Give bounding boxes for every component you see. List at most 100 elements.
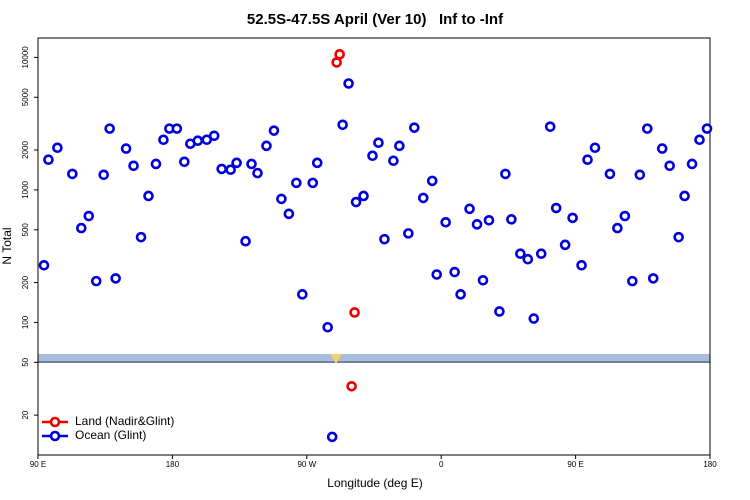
point: [346, 380, 357, 392]
point: [311, 157, 323, 169]
point: [98, 169, 110, 181]
y-tick-label: 10000: [21, 46, 30, 69]
point: [322, 321, 334, 333]
y-tick-label: 200: [21, 275, 30, 289]
point: [358, 190, 369, 202]
point: [291, 177, 302, 189]
legend-marker: [49, 430, 61, 442]
y-tick-label: 5000: [21, 88, 30, 106]
land-band: [38, 354, 710, 363]
point: [261, 140, 272, 152]
point: [349, 307, 360, 318]
point: [276, 193, 287, 205]
point: [52, 142, 63, 154]
point: [76, 222, 87, 234]
x-tick-label: 180: [703, 460, 717, 469]
point: [379, 233, 390, 245]
point: [246, 158, 257, 170]
point: [38, 259, 50, 271]
point: [483, 214, 495, 226]
point: [641, 123, 653, 134]
point: [477, 274, 489, 286]
point: [43, 154, 54, 166]
point: [83, 210, 95, 222]
point: [500, 168, 511, 180]
point: [522, 253, 534, 265]
point: [110, 273, 121, 284]
point: [394, 140, 405, 152]
x-tick-label: 0: [439, 460, 444, 469]
y-tick-label: 1000: [21, 180, 30, 198]
point: [494, 306, 505, 317]
point: [455, 289, 466, 300]
point: [656, 143, 668, 154]
point: [544, 121, 556, 132]
chart-title: 52.5S-47.5S April (Ver 10) Inf to -Inf: [247, 11, 504, 28]
point: [216, 163, 227, 175]
point: [104, 123, 115, 134]
x-tick-label: 90 W: [297, 460, 316, 469]
point: [449, 266, 460, 278]
point: [559, 239, 571, 251]
point: [297, 289, 308, 300]
point: [567, 212, 578, 224]
point: [694, 134, 705, 146]
point: [158, 134, 169, 146]
point: [515, 248, 526, 260]
point: [388, 155, 399, 167]
point: [471, 219, 483, 230]
point: [326, 431, 338, 443]
point: [528, 313, 540, 324]
point: [120, 143, 132, 154]
point: [231, 157, 242, 169]
point: [179, 156, 190, 168]
point: [252, 167, 263, 179]
point: [409, 122, 420, 133]
point: [192, 135, 204, 147]
point: [604, 168, 616, 180]
point: [701, 123, 713, 134]
point: [171, 123, 183, 134]
x-tick-label: 90 E: [567, 460, 583, 469]
point: [90, 275, 102, 287]
point: [582, 154, 593, 166]
legend: Land (Nadir&Glint)Ocean (Glint): [42, 414, 174, 442]
point: [208, 130, 220, 142]
band-marker: [330, 354, 342, 364]
y-tick-label: 20: [21, 410, 30, 419]
point: [343, 78, 354, 89]
y-tick-label: 100: [21, 315, 30, 329]
legend-marker: [49, 416, 61, 428]
point: [283, 208, 295, 220]
point: [334, 49, 345, 60]
point: [589, 142, 601, 154]
x-axis-label: Longitude (deg E): [327, 476, 422, 490]
point: [673, 231, 684, 243]
point: [268, 125, 280, 136]
point: [464, 203, 475, 215]
point: [150, 158, 162, 170]
point: [373, 137, 384, 149]
point: [664, 160, 675, 172]
point: [240, 235, 251, 247]
point: [619, 210, 631, 222]
y-tick-label: 2000: [21, 141, 30, 159]
x-tick-label: 180: [166, 460, 180, 469]
point: [337, 119, 348, 131]
point: [417, 192, 429, 204]
plot-frame: [37, 37, 711, 456]
point: [647, 273, 659, 284]
point: [535, 248, 547, 260]
point: [576, 259, 587, 271]
y-axis-label: N Total: [0, 227, 14, 264]
point: [350, 196, 362, 208]
point: [506, 214, 517, 225]
y-tick-label: 50: [21, 357, 30, 366]
y-tick-label: 500: [21, 223, 30, 237]
point: [426, 175, 438, 187]
point: [128, 160, 139, 172]
point: [634, 169, 646, 181]
point: [627, 275, 638, 287]
point: [225, 164, 236, 176]
